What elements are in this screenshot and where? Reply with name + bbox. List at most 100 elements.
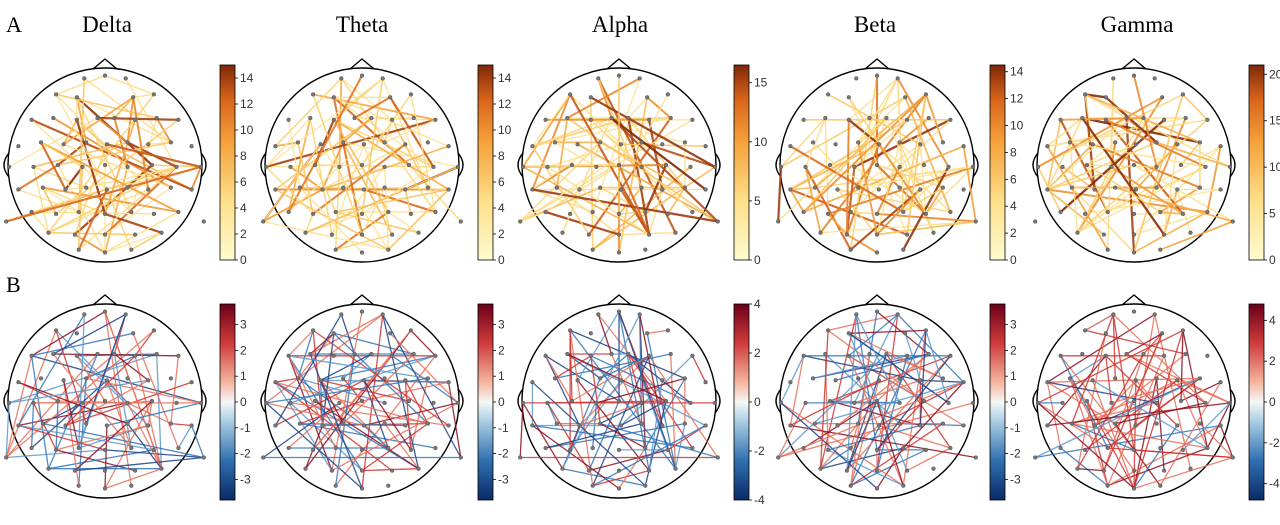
electrode: [133, 117, 138, 122]
electrode: [1103, 353, 1108, 358]
connection-edge: [691, 355, 707, 383]
electrode: [1058, 353, 1063, 358]
connection-edge: [1083, 94, 1096, 190]
colorbar-tick-label: 6: [240, 175, 247, 189]
electrode: [359, 447, 365, 452]
electrode: [4, 455, 9, 460]
electrode: [848, 445, 853, 451]
panel-a-alpha: 0 5 10 15: [517, 58, 768, 267]
connection-edge: [519, 141, 642, 223]
electrode: [320, 423, 325, 428]
electrode: [102, 211, 108, 216]
electrode: [575, 378, 580, 383]
electrode: [458, 455, 463, 460]
electrode: [616, 250, 622, 255]
panel-a-gamma: 0 5 10 15 20: [1032, 58, 1280, 267]
colorbar-tick-label: 0: [1010, 395, 1017, 409]
electrode: [104, 187, 109, 192]
colorbar-tick-label: -1: [498, 421, 509, 435]
electrode: [598, 376, 603, 381]
colorbar-tick-label: -2: [754, 444, 765, 458]
connection-edge: [648, 355, 719, 458]
electrode: [431, 400, 436, 405]
electrode: [1133, 187, 1138, 192]
electrode: [198, 400, 204, 405]
electrode: [154, 351, 159, 357]
connection-edge: [1091, 380, 1135, 489]
connection-edge: [127, 402, 172, 425]
connection-edge: [265, 402, 363, 489]
connection-edge: [1112, 314, 1135, 450]
electrode: [645, 331, 650, 336]
electrode: [639, 421, 644, 426]
electrode: [1203, 164, 1208, 169]
connection-edge: [288, 355, 429, 380]
electrode: [388, 331, 393, 336]
head-outline: [7, 67, 203, 263]
electrode: [303, 230, 308, 235]
panel-b-delta: -3 -2 -1 0 1 2 3: [3, 294, 251, 501]
electrode: [660, 378, 665, 383]
electrode: [359, 250, 365, 255]
electrode: [673, 466, 678, 471]
electrode: [818, 230, 823, 235]
connection-edge: [104, 166, 129, 253]
electrode: [663, 162, 669, 168]
connection-edge: [519, 119, 693, 223]
electrode: [690, 209, 695, 215]
connection-edge: [77, 78, 86, 213]
connection-edge: [1084, 329, 1186, 355]
colorbar-tick-label: 15: [754, 76, 768, 90]
electrode: [382, 140, 387, 145]
connection-edge: [566, 117, 719, 223]
electrode: [1197, 376, 1202, 381]
electrode: [359, 162, 365, 168]
electrode: [1180, 211, 1185, 216]
colorbar-tick-label: 4: [240, 201, 247, 215]
connection-edge: [876, 220, 976, 236]
electrode: [665, 211, 670, 216]
connection-edge: [919, 144, 927, 214]
connection-edge: [1047, 381, 1116, 425]
connection-edge: [389, 96, 435, 168]
connection-edge: [404, 189, 412, 215]
electrode: [76, 247, 81, 252]
connection-edge: [1133, 425, 1178, 489]
electrode: [618, 378, 623, 383]
connection-edge: [1133, 75, 1158, 168]
colorbar-tick-label: -1: [1010, 421, 1021, 435]
connection-edge: [804, 166, 852, 251]
electrode: [403, 378, 408, 383]
connection-edge: [76, 355, 106, 402]
colorbar: [989, 303, 1006, 501]
electrode: [577, 423, 582, 428]
electrode: [1124, 115, 1129, 121]
connection-edge: [599, 355, 650, 379]
connection-edge: [190, 166, 202, 190]
electrode: [970, 164, 976, 169]
electrode: [844, 468, 849, 473]
connection-edge: [408, 164, 462, 222]
connection-edge: [531, 145, 590, 236]
electrode: [446, 187, 451, 192]
electrode: [867, 115, 872, 121]
electrode: [408, 328, 413, 333]
colorbar: [477, 303, 494, 501]
electrode: [810, 140, 816, 145]
electrode: [897, 376, 902, 381]
electrode: [61, 142, 66, 147]
electrode: [408, 92, 413, 97]
electrode: [874, 232, 880, 237]
electrode: [361, 423, 366, 428]
electrode: [1205, 445, 1210, 451]
electrode: [646, 117, 652, 122]
electrode: [567, 328, 573, 333]
electrode: [876, 423, 881, 428]
electrode: [931, 230, 936, 235]
connection-edge: [1084, 379, 1178, 451]
connection-edge: [384, 423, 420, 470]
electrode: [318, 142, 323, 147]
electrode: [588, 95, 593, 100]
connection-edge: [340, 77, 393, 121]
electrode: [552, 140, 558, 145]
